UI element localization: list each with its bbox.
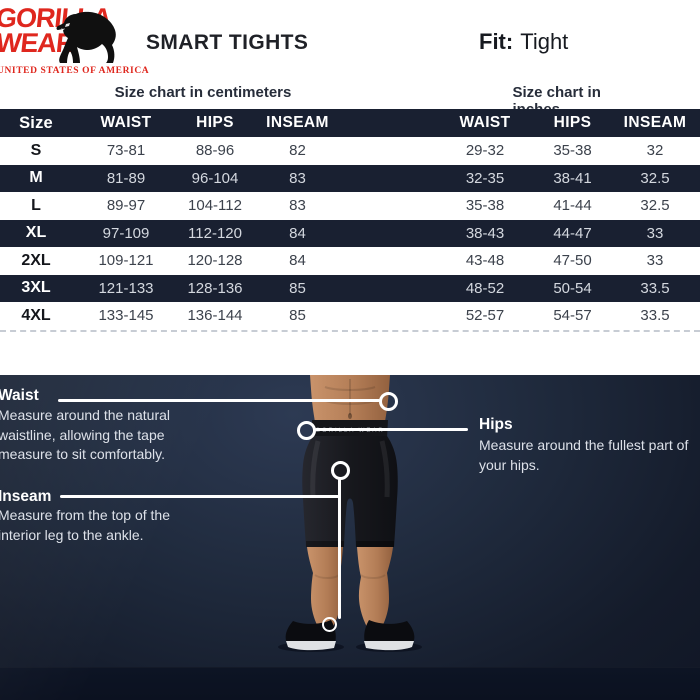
floor-strip bbox=[0, 667, 700, 700]
inseam-cm-cell: 84 bbox=[289, 224, 306, 242]
header-waist-cm: WAIST bbox=[100, 114, 152, 131]
hips-description: Measure around the fullest part of your … bbox=[479, 437, 689, 473]
inseam-in-cell: 33 bbox=[646, 252, 664, 270]
header-hips-cm: HIPS bbox=[196, 114, 234, 131]
inseam-in-cell: 33.5 bbox=[640, 307, 670, 325]
page-title: SMART TIGHTS bbox=[146, 31, 309, 54]
table-header-row: Size WAIST HIPS INSEAM WAIST HIPS INSEAM bbox=[0, 109, 700, 137]
gorilla-icon bbox=[56, 11, 116, 64]
header-size: Size bbox=[19, 113, 53, 132]
waist-in-cell: 43-48 bbox=[465, 252, 505, 270]
hips-in-cell: 38-41 bbox=[553, 169, 592, 187]
inseam-cm-cell: 85 bbox=[289, 307, 306, 325]
waist-cm-cell: 73-81 bbox=[106, 142, 146, 160]
inseam-in-cell: 32 bbox=[646, 142, 664, 160]
table-row: 3XL 121-133 128-136 85 48-52 50-54 33.5 bbox=[0, 274, 700, 302]
inseam-in-cell: 32.5 bbox=[640, 169, 670, 187]
hips-in-cell: 35-38 bbox=[553, 142, 592, 160]
hips-cm-cell: 96-104 bbox=[191, 169, 239, 187]
model-photo: GORILLA WEAR bbox=[278, 375, 422, 652]
inseam-in-cell: 32.5 bbox=[640, 197, 670, 215]
inseam-callout-line bbox=[60, 495, 341, 498]
header-inseam-cm: INSEAM bbox=[266, 114, 329, 131]
size-cell: M bbox=[29, 169, 43, 187]
brand-tagline: UNITED STATES OF AMERICA bbox=[0, 66, 150, 76]
waist-in-cell: 35-38 bbox=[465, 197, 505, 215]
inseam-vertical-line bbox=[338, 479, 341, 619]
waistband-text: GORILLA WEAR bbox=[315, 428, 384, 434]
hips-cm-cell: 136-144 bbox=[187, 307, 243, 325]
size-cell: XL bbox=[25, 224, 47, 242]
table-row: L 89-97 104-112 83 35-38 41-44 32.5 bbox=[0, 192, 700, 220]
header-inseam-in: INSEAM bbox=[623, 114, 687, 131]
size-cell: L bbox=[31, 196, 41, 214]
hips-in-cell: 54-57 bbox=[553, 307, 592, 325]
header-hips-in: HIPS bbox=[553, 114, 592, 131]
hips-in-cell: 44-47 bbox=[553, 224, 592, 242]
fit-label: Fit: bbox=[479, 29, 514, 54]
size-cell: 3XL bbox=[21, 279, 51, 297]
inseam-description: Measure from the top of the interior leg… bbox=[0, 507, 170, 543]
header-waist-in: WAIST bbox=[459, 114, 511, 131]
waist-cm-cell: 133-145 bbox=[98, 307, 154, 325]
waist-in-cell: 52-57 bbox=[465, 307, 505, 325]
size-cell: 4XL bbox=[21, 306, 51, 324]
waist-cm-cell: 89-97 bbox=[106, 197, 146, 215]
size-cell: S bbox=[30, 141, 42, 159]
waist-cm-cell: 121-133 bbox=[98, 279, 154, 297]
inseam-in-cell: 33 bbox=[646, 224, 664, 242]
fit-line: Fit: Tight bbox=[479, 29, 568, 55]
measurement-guide-panel: GORILLA WEAR Waist Measure around the na… bbox=[0, 375, 700, 700]
waist-in-cell: 38-43 bbox=[465, 224, 505, 242]
hips-cm-cell: 112-120 bbox=[188, 224, 242, 242]
hips-cm-cell: 88-96 bbox=[195, 142, 235, 160]
waist-label: Waist bbox=[0, 387, 39, 404]
hips-label: Hips bbox=[479, 416, 513, 433]
table-row: 2XL 109-121 120-128 84 43-48 47-50 33 bbox=[0, 247, 700, 275]
waist-in-cell: 32-35 bbox=[465, 169, 505, 187]
hips-marker-circle bbox=[297, 421, 316, 440]
inseam-in-cell: 33.5 bbox=[640, 279, 670, 297]
inseam-cm-cell: 85 bbox=[289, 279, 306, 297]
table-row: XL 97-109 112-120 84 38-43 44-47 33 bbox=[0, 219, 700, 247]
hips-in-cell: 50-54 bbox=[553, 279, 592, 297]
inseam-cm-cell: 83 bbox=[289, 169, 306, 187]
hips-in-cell: 41-44 bbox=[553, 197, 592, 215]
waist-description: Measure around the natural waistline, al… bbox=[0, 407, 170, 462]
waist-in-cell: 48-52 bbox=[465, 279, 505, 297]
table-row: M 81-89 96-104 83 32-35 38-41 32.5 bbox=[0, 164, 700, 192]
waist-marker-circle bbox=[379, 392, 398, 411]
waist-callout-line bbox=[58, 399, 380, 402]
hips-in-cell: 47-50 bbox=[553, 252, 592, 270]
inseam-top-circle bbox=[331, 461, 350, 480]
size-table: Size WAIST HIPS INSEAM WAIST HIPS INSEAM… bbox=[0, 109, 700, 332]
hips-cm-cell: 104-112 bbox=[188, 197, 242, 215]
hips-cm-cell: 128-136 bbox=[187, 279, 243, 297]
hips-cm-cell: 120-128 bbox=[187, 252, 243, 270]
inseam-cm-cell: 83 bbox=[289, 197, 306, 215]
waist-cm-cell: 81-89 bbox=[106, 169, 146, 187]
subtitle-centimeters: Size chart in centimeters bbox=[114, 84, 292, 101]
fit-value: Tight bbox=[520, 29, 569, 54]
inseam-ankle-circle bbox=[322, 617, 337, 632]
waist-in-cell: 29-32 bbox=[465, 142, 505, 160]
inseam-label: Inseam bbox=[0, 488, 52, 505]
size-cell: 2XL bbox=[21, 251, 51, 269]
hips-callout-line bbox=[315, 428, 468, 431]
inseam-cm-cell: 82 bbox=[289, 142, 306, 160]
waist-cm-cell: 97-109 bbox=[102, 224, 150, 242]
brand-logo: GORILLA WEAR UNITED STATES OF AMERICA bbox=[0, 3, 150, 80]
table-row: S 73-81 88-96 82 29-32 35-38 32 bbox=[0, 137, 700, 165]
table-row: 4XL 133-145 136-144 85 52-57 54-57 33.5 bbox=[0, 302, 700, 330]
inseam-cm-cell: 84 bbox=[289, 252, 306, 270]
waist-cm-cell: 109-121 bbox=[98, 252, 154, 270]
